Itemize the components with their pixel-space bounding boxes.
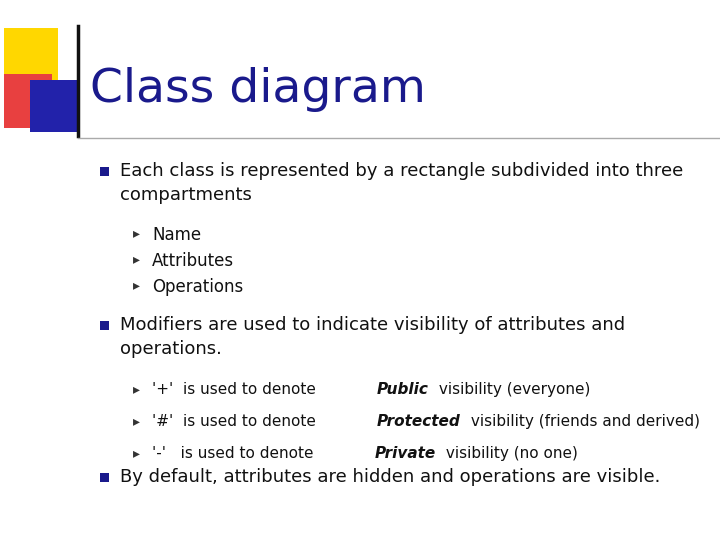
Text: ▸: ▸ bbox=[133, 226, 140, 240]
Text: Private: Private bbox=[374, 446, 436, 461]
Text: Class diagram: Class diagram bbox=[90, 68, 426, 112]
Text: Name: Name bbox=[152, 226, 201, 244]
Text: By default, attributes are hidden and operations are visible.: By default, attributes are hidden and op… bbox=[120, 468, 660, 486]
Text: '+'  is used to denote: '+' is used to denote bbox=[152, 382, 320, 397]
Text: '-'   is used to denote: '-' is used to denote bbox=[152, 446, 318, 461]
Text: ▸: ▸ bbox=[133, 278, 140, 292]
Text: visibility (friends and derived): visibility (friends and derived) bbox=[466, 414, 700, 429]
Text: visibility (no one): visibility (no one) bbox=[441, 446, 578, 461]
Text: ▸: ▸ bbox=[133, 252, 140, 266]
Bar bbox=[4, 74, 52, 128]
Bar bbox=[30, 80, 80, 132]
Text: Attributes: Attributes bbox=[152, 252, 234, 270]
Text: ▸: ▸ bbox=[133, 446, 140, 460]
Text: Public: Public bbox=[377, 382, 428, 397]
Text: Each class is represented by a rectangle subdivided into three
compartments: Each class is represented by a rectangle… bbox=[120, 162, 683, 204]
Text: ▸: ▸ bbox=[133, 414, 140, 428]
Text: Operations: Operations bbox=[152, 278, 243, 296]
Text: visibility (everyone): visibility (everyone) bbox=[433, 382, 590, 397]
Bar bbox=[100, 167, 109, 176]
Bar bbox=[100, 321, 109, 330]
Text: Modifiers are used to indicate visibility of attributes and
operations.: Modifiers are used to indicate visibilit… bbox=[120, 316, 625, 359]
Bar bbox=[4, 28, 58, 100]
Text: Protected: Protected bbox=[377, 414, 460, 429]
Bar bbox=[100, 473, 109, 482]
Text: ▸: ▸ bbox=[133, 382, 140, 396]
Text: '#'  is used to denote: '#' is used to denote bbox=[152, 414, 320, 429]
